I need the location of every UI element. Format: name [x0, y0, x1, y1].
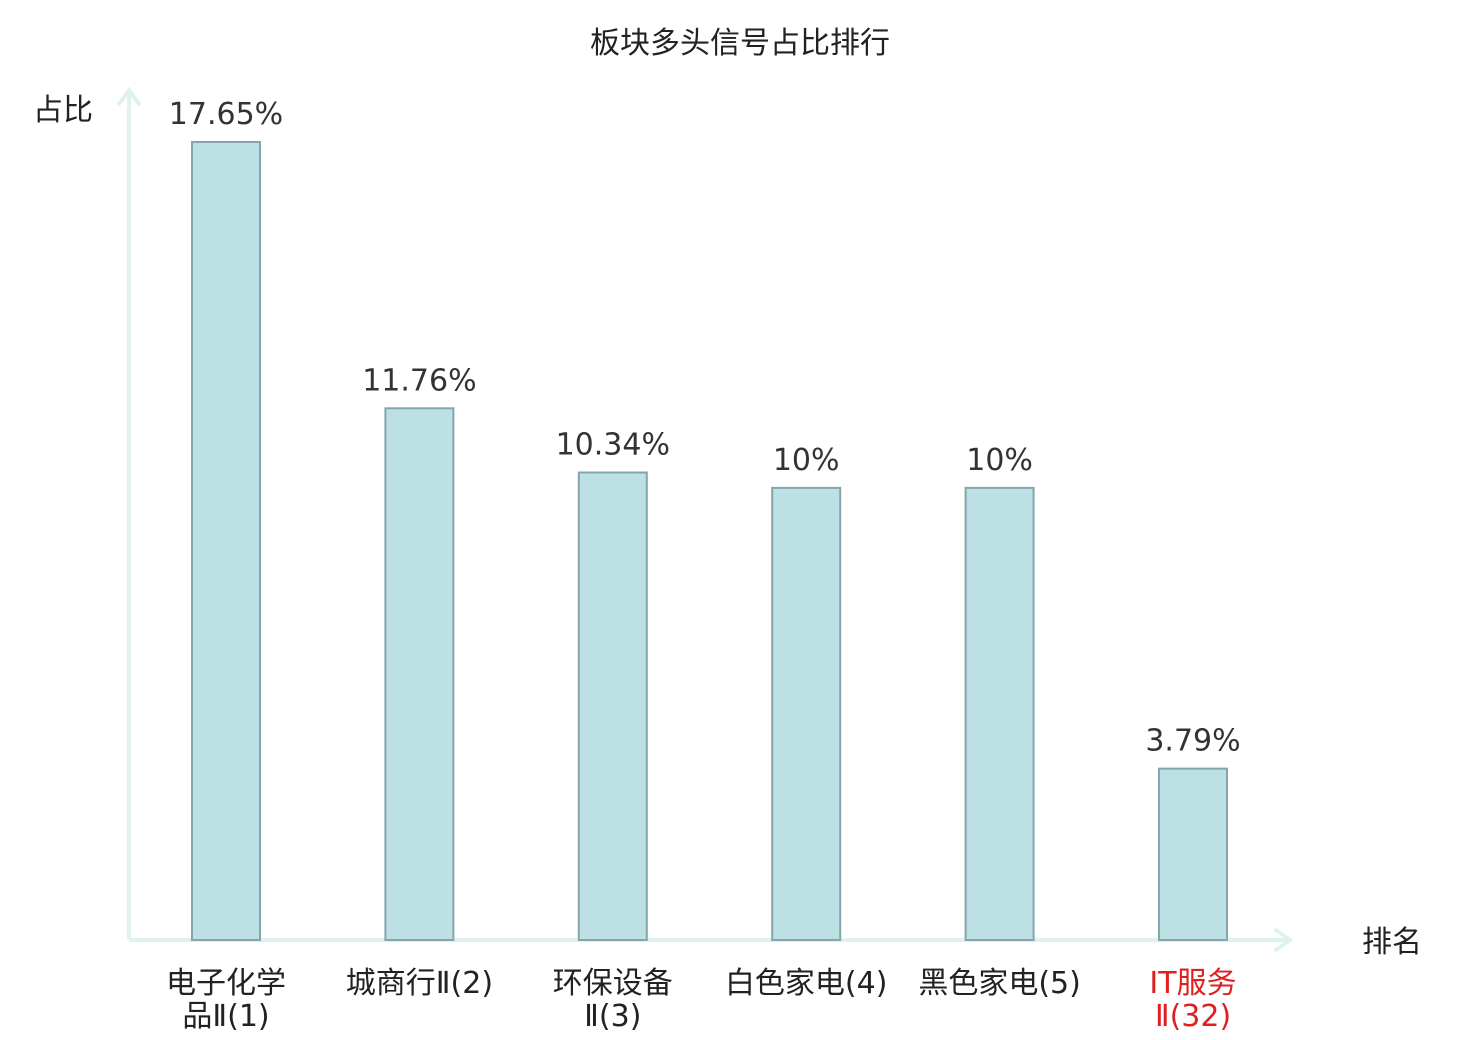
x-axis-label: 排名: [1362, 925, 1422, 960]
value-label: 10%: [966, 443, 1033, 478]
category-label: 白色家电(4): [725, 966, 888, 1001]
value-label: 17.65%: [169, 97, 283, 132]
value-labels-group: 17.65% 11.76% 10.34% 10% 10% 3.79%: [169, 97, 1241, 759]
category-label: 电子化学: [166, 966, 286, 1001]
bar: [964, 486, 1035, 941]
y-axis-arrow-icon: [117, 86, 141, 106]
value-label: 10.34%: [556, 428, 670, 463]
category-label: IT服务: [1149, 966, 1236, 1001]
bar: [384, 407, 455, 942]
bar: [771, 486, 842, 941]
chart-title: 板块多头信号占比排行: [590, 26, 890, 61]
y-axis: [117, 86, 141, 940]
value-label: 11.76%: [362, 363, 476, 398]
category-label: 城商行Ⅱ(2): [346, 966, 493, 1001]
bar: [191, 140, 261, 941]
bar: [577, 471, 648, 941]
x-axis: [129, 928, 1294, 952]
category-label: Ⅱ(3): [584, 999, 641, 1034]
category-label: 品Ⅱ(1): [182, 999, 269, 1034]
x-axis-arrow-icon: [1274, 928, 1294, 952]
y-axis-label: 占比: [33, 93, 93, 128]
category-label: Ⅱ(32): [1155, 999, 1231, 1034]
category-label: 环保设备: [553, 966, 673, 1001]
value-label: 3.79%: [1145, 724, 1240, 759]
value-label: 10%: [773, 443, 840, 478]
bars-group: [191, 140, 1228, 942]
bar: [1158, 767, 1228, 941]
category-label: 黑色家电(5): [918, 966, 1081, 1001]
